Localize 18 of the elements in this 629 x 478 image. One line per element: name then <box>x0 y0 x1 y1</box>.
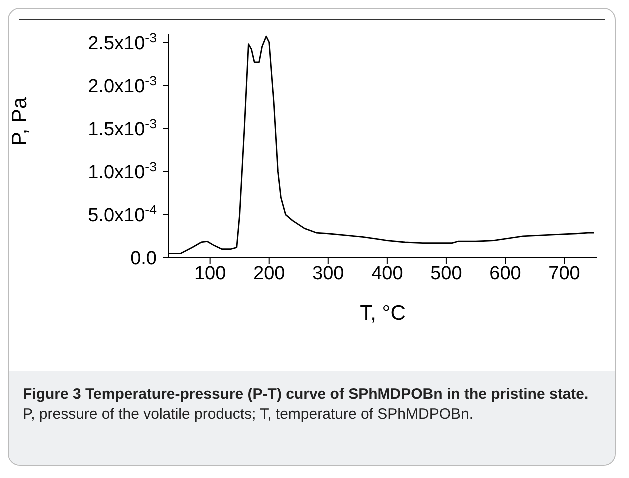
y-tick-label: 2.5x10$^{-3}$ <box>88 30 157 54</box>
x-axis-title: T, °C <box>360 302 406 325</box>
x-tick-label: 700 <box>548 263 580 284</box>
y-tick-label: 5.0x10$^{-4}$ <box>88 202 157 227</box>
y-tick-label: 2.0x10$^{-3}$ <box>88 72 157 98</box>
x-tick-label: 100 <box>194 263 226 284</box>
y-tick-label: 1.5x10$^{-3}$ <box>88 116 157 140</box>
x-tick-label: 400 <box>372 263 404 284</box>
y-tick-label: 0.0 <box>130 248 157 270</box>
x-tick-label: 200 <box>254 263 286 284</box>
x-tick-label: 300 <box>312 263 344 284</box>
line-series <box>169 36 595 254</box>
caption: Figure 3 Temperature-pressure (P-T) curve of SPhMDPOBn in the pristine state. <box>23 386 589 403</box>
x-tick-label: 600 <box>490 263 522 284</box>
text: P, pressure of the volatile products; T, temperature of SPhMDPOBn. <box>23 406 474 423</box>
x-tick-label: 500 <box>430 263 462 284</box>
y-tick-label: 1.0x10$^{-3}$ <box>88 158 157 184</box>
y-axis-title: P, Pa <box>8 97 32 146</box>
